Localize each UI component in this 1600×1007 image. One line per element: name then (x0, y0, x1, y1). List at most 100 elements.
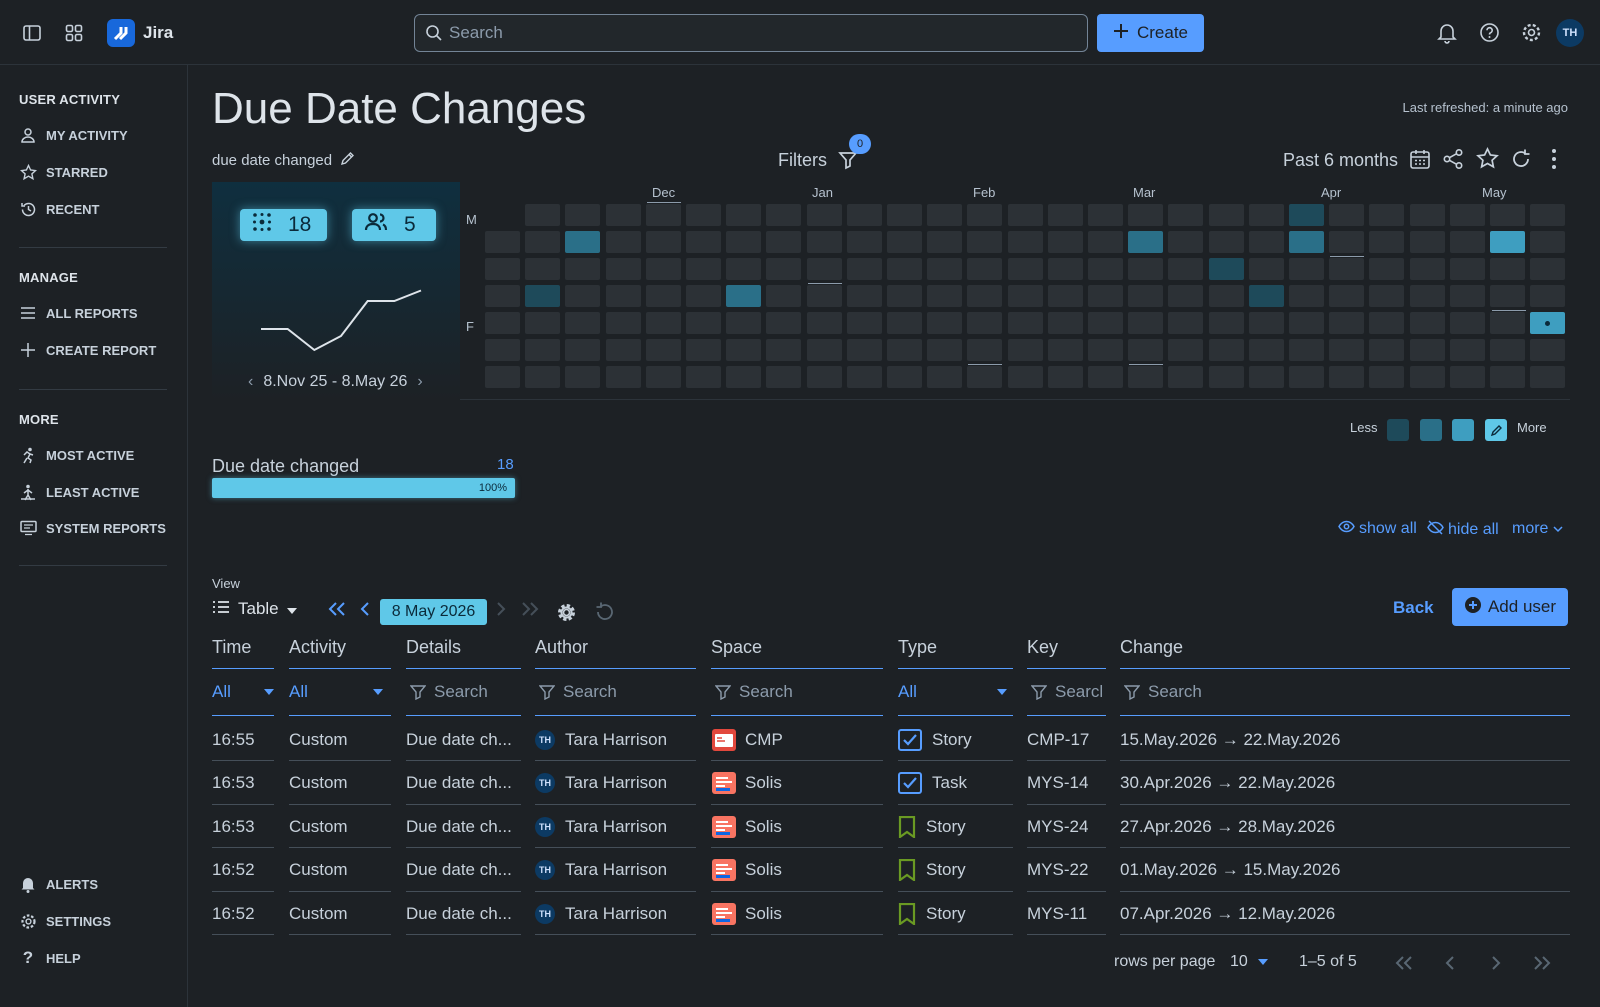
column-header-type[interactable]: Type (898, 637, 938, 657)
cell-space[interactable]: Solis (711, 806, 883, 848)
sidebar-item-all-reports[interactable]: ALL REPORTS (19, 302, 138, 324)
sidebar-item-help[interactable]: ? HELP (19, 947, 81, 969)
show-all-link[interactable]: show all (1338, 520, 1417, 538)
sidebar-item-least-active[interactable]: LEAST ACTIVE (19, 481, 139, 503)
next-page-icon[interactable] (1490, 955, 1502, 971)
app-name[interactable]: Jira (143, 23, 174, 42)
heatmap-cell (1208, 231, 1244, 253)
heatmap-cell[interactable] (1289, 204, 1324, 226)
heatmap-cell[interactable] (1530, 312, 1566, 334)
chevron-right-icon[interactable] (495, 601, 507, 622)
chevron-left-icon[interactable] (359, 601, 371, 622)
sidebar-item-recent[interactable]: RECENT (19, 198, 99, 220)
current-date-pill[interactable]: 8 May 2026 (380, 599, 487, 625)
heatmap-cell[interactable] (1248, 285, 1284, 307)
hide-all-link[interactable]: hide all (1427, 520, 1499, 540)
double-chevron-left-icon[interactable] (327, 601, 347, 622)
back-link[interactable]: Back (1393, 598, 1434, 617)
type-filter-select[interactable]: All (898, 668, 1013, 716)
sidebar-item-my-activity[interactable]: MY ACTIVITY (19, 124, 128, 146)
notifications-bell-icon[interactable] (1437, 22, 1457, 44)
favorite-star-icon[interactable] (1476, 147, 1499, 170)
create-button[interactable]: Create (1097, 14, 1204, 52)
legend-edit-swatch[interactable] (1485, 419, 1507, 441)
cell-author[interactable]: TH Tara Harrison (535, 719, 696, 761)
sidebar-item-starred[interactable]: STARRED (19, 161, 108, 183)
cell-author[interactable]: TH Tara Harrison (535, 893, 696, 935)
app-switcher-icon[interactable] (64, 23, 84, 43)
heatmap-cell[interactable] (1128, 231, 1164, 253)
cell-key[interactable]: MYS-22 (1027, 850, 1106, 892)
sidebar-toggle-icon[interactable] (22, 23, 42, 43)
cell-space[interactable]: CMP (711, 719, 883, 761)
global-search[interactable] (414, 14, 1088, 52)
help-icon[interactable] (1479, 22, 1500, 43)
key-search-input[interactable]: Searcl (1027, 668, 1106, 716)
column-header-author[interactable]: Author (535, 637, 589, 657)
activity-filter-select[interactable]: All (289, 668, 391, 716)
heatmap-cell[interactable] (726, 285, 762, 307)
time-filter-select[interactable]: All (212, 668, 274, 716)
heatmap-cell (1168, 339, 1204, 361)
filters-label[interactable]: Filters (778, 150, 827, 170)
chevron-left-icon[interactable]: ‹ (248, 373, 254, 390)
author-search-input[interactable]: Search (535, 668, 696, 716)
pencil-icon[interactable] (340, 151, 355, 170)
column-header-details[interactable]: Details (406, 637, 462, 657)
cell-author[interactable]: TH Tara Harrison (535, 850, 696, 892)
view-mode-select[interactable]: Table (212, 599, 297, 619)
previous-page-icon[interactable] (1444, 955, 1456, 971)
first-page-icon[interactable] (1394, 955, 1414, 971)
breakdown-value[interactable]: 18 (497, 456, 514, 473)
breakdown-progress-bar[interactable]: 100% (212, 478, 515, 498)
details-search-input[interactable]: Search (406, 668, 521, 716)
column-header-key[interactable]: Key (1027, 637, 1059, 657)
calendar-icon[interactable] (1409, 148, 1431, 170)
settings-gear-icon[interactable] (1521, 22, 1542, 43)
cell-key[interactable]: MYS-24 (1027, 806, 1106, 848)
column-header-space[interactable]: Space (711, 637, 763, 657)
space-search-input[interactable]: Search (711, 668, 883, 716)
heatmap-cell[interactable] (1289, 231, 1324, 253)
column-header-change[interactable]: Change (1120, 637, 1184, 657)
more-vertical-icon[interactable] (1550, 148, 1558, 170)
heatmap-cell[interactable] (1490, 231, 1525, 253)
column-header-activity[interactable]: Activity (289, 637, 347, 657)
cell-key[interactable]: MYS-11 (1027, 893, 1106, 935)
refresh-icon[interactable] (1510, 148, 1532, 170)
reset-icon[interactable] (594, 601, 616, 623)
last-page-icon[interactable] (1532, 955, 1552, 971)
cell-space[interactable]: Solis (711, 893, 883, 935)
add-user-button[interactable]: Add user (1452, 588, 1568, 626)
cell-activity: Custom (289, 893, 391, 935)
sidebar-item-create-report[interactable]: CREATE REPORT (19, 339, 156, 361)
heatmap-cell[interactable] (1208, 258, 1244, 280)
header-underline (289, 668, 391, 669)
sidebar-item-most-active[interactable]: MOST ACTIVE (19, 444, 134, 466)
change-search-input[interactable]: Search (1120, 668, 1570, 716)
heatmap-cell[interactable] (525, 285, 561, 307)
cell-author[interactable]: TH Tara Harrison (535, 806, 696, 848)
rows-per-page-select[interactable]: 10 (1230, 953, 1268, 971)
jira-logo-icon[interactable] (107, 19, 135, 47)
column-header-time[interactable]: Time (212, 637, 252, 657)
share-icon[interactable] (1442, 148, 1464, 170)
chevron-right-icon[interactable]: › (417, 373, 423, 390)
cell-space[interactable]: Solis (711, 763, 883, 805)
cell-key[interactable]: MYS-14 (1027, 763, 1106, 805)
date-range-label[interactable]: Past 6 months (1283, 150, 1399, 170)
report-subtitle[interactable]: due date changed (212, 151, 355, 170)
user-avatar[interactable]: TH (1556, 19, 1584, 47)
table-settings-gear-icon[interactable] (556, 602, 577, 623)
sidebar-item-settings[interactable]: SETTINGS (19, 910, 111, 932)
cell-author[interactable]: TH Tara Harrison (535, 763, 696, 805)
double-chevron-right-icon[interactable] (520, 601, 540, 622)
sidebar-item-system-reports[interactable]: SYSTEM REPORTS (19, 517, 166, 539)
sidebar-item-alerts[interactable]: ALERTS (19, 873, 98, 895)
heatmap-cell[interactable] (565, 231, 601, 253)
cell-space[interactable]: Solis (711, 850, 883, 892)
cell-key[interactable]: CMP-17 (1027, 719, 1106, 761)
more-options-link[interactable]: more (1512, 520, 1564, 538)
search-input[interactable] (449, 15, 1069, 51)
heatmap-cell (1289, 312, 1324, 334)
